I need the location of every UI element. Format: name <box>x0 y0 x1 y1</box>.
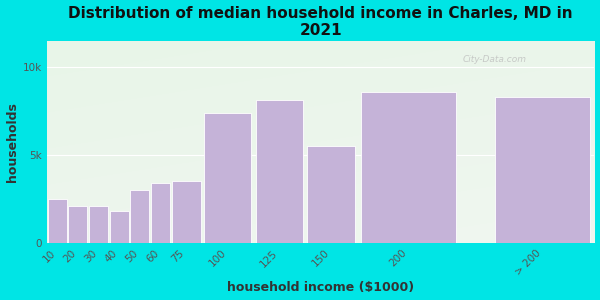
Bar <box>130 190 149 243</box>
X-axis label: household income ($1000): household income ($1000) <box>227 281 414 294</box>
Text: City-Data.com: City-Data.com <box>463 55 527 64</box>
Bar <box>204 113 251 243</box>
Y-axis label: households: households <box>5 102 19 182</box>
Bar <box>307 146 355 243</box>
Bar <box>495 97 590 243</box>
Bar <box>47 199 67 243</box>
Bar <box>151 183 170 243</box>
Bar <box>110 211 128 243</box>
Bar <box>361 92 456 243</box>
Bar <box>172 182 200 243</box>
Title: Distribution of median household income in Charles, MD in
2021: Distribution of median household income … <box>68 6 573 38</box>
Bar <box>68 206 88 243</box>
Bar <box>89 206 108 243</box>
Bar <box>256 100 303 243</box>
